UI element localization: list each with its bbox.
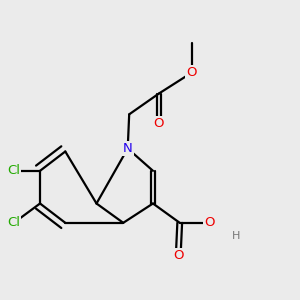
Text: Cl: Cl [8,216,20,229]
Text: H: H [232,231,240,241]
Text: N: N [123,142,133,155]
Text: O: O [154,117,164,130]
Text: O: O [186,66,197,79]
Text: Cl: Cl [8,164,20,177]
Text: O: O [173,249,184,262]
Text: O: O [204,216,215,229]
